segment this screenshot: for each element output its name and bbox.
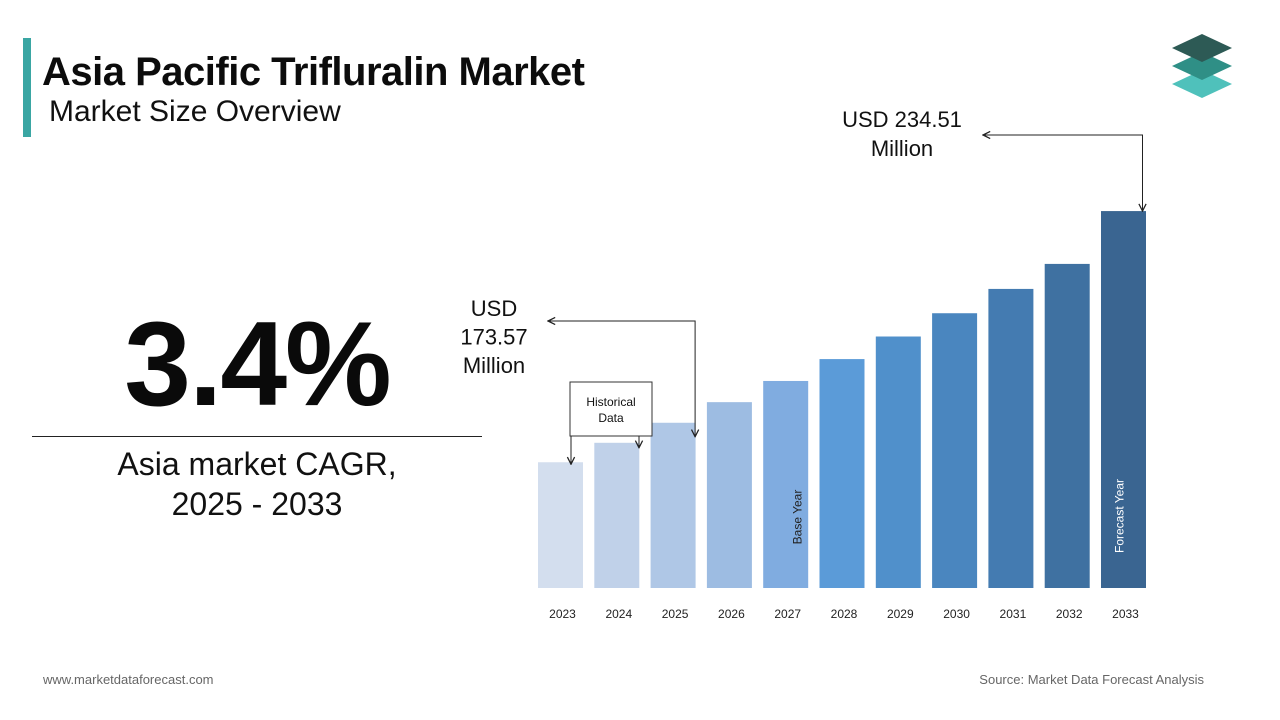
cagr-label-line1: Asia market CAGR, (117, 446, 397, 482)
logo-layer-bottom (1172, 70, 1232, 98)
end-value-arrow (983, 135, 1143, 211)
page-subtitle: Market Size Overview (49, 95, 341, 128)
divider (32, 436, 482, 437)
x-tick-label: 2025 (662, 607, 689, 621)
x-tick-label: 2033 (1112, 607, 1139, 621)
x-tick-label: 2030 (943, 607, 970, 621)
start-value-label: 173.57 (460, 325, 527, 350)
historical-data-label: Data (598, 411, 624, 425)
cagr-label: Asia market CAGR, 2025 - 2033 (32, 444, 482, 524)
x-tick-label: 2027 (774, 607, 801, 621)
cagr-value: 3.4% (124, 297, 392, 431)
bar-2027 (763, 380, 809, 588)
accent-bar (23, 38, 31, 137)
x-tick-label: 2023 (549, 607, 576, 621)
logo-layer-middle (1172, 52, 1232, 80)
bar-2033 (1101, 211, 1146, 588)
source-note: Source: Market Data Forecast Analysis (979, 672, 1204, 687)
start-value-arrow (548, 321, 695, 437)
bar-2024 (594, 442, 640, 588)
bar-2029 (875, 336, 921, 588)
x-tick-label: 2031 (1000, 607, 1027, 621)
bar-2032 (1044, 263, 1090, 588)
bar-2025 (650, 422, 696, 588)
x-tick-label: 2032 (1056, 607, 1083, 621)
historical-data-box (569, 381, 653, 437)
x-tick-label: 2029 (887, 607, 914, 621)
x-tick-label: 2024 (605, 607, 632, 621)
end-value-label: Million (871, 136, 933, 161)
bar-2030 (932, 313, 978, 588)
bar-2028 (819, 359, 865, 588)
x-tick-label: 2026 (718, 607, 745, 621)
end-value-label: USD 234.51 (842, 107, 962, 132)
x-tick-label: 2028 (831, 607, 858, 621)
website-url: www.marketdataforecast.com (43, 672, 214, 687)
logo-icon (1172, 34, 1232, 98)
start-value-label: USD (471, 296, 517, 321)
forecast-year-label: Forecast Year (1113, 479, 1127, 553)
historical-data-label: Historical (586, 395, 635, 409)
bar-2023 (538, 462, 583, 588)
logo-layer-top (1172, 34, 1232, 62)
page-title: Asia Pacific Trifluralin Market (42, 50, 585, 94)
bar-2031 (988, 288, 1034, 588)
cagr-label-line2: 2025 - 2033 (171, 486, 343, 522)
bar-2026 (706, 402, 752, 588)
start-value-label: Million (463, 353, 525, 378)
base-year-label: Base Year (791, 490, 805, 545)
